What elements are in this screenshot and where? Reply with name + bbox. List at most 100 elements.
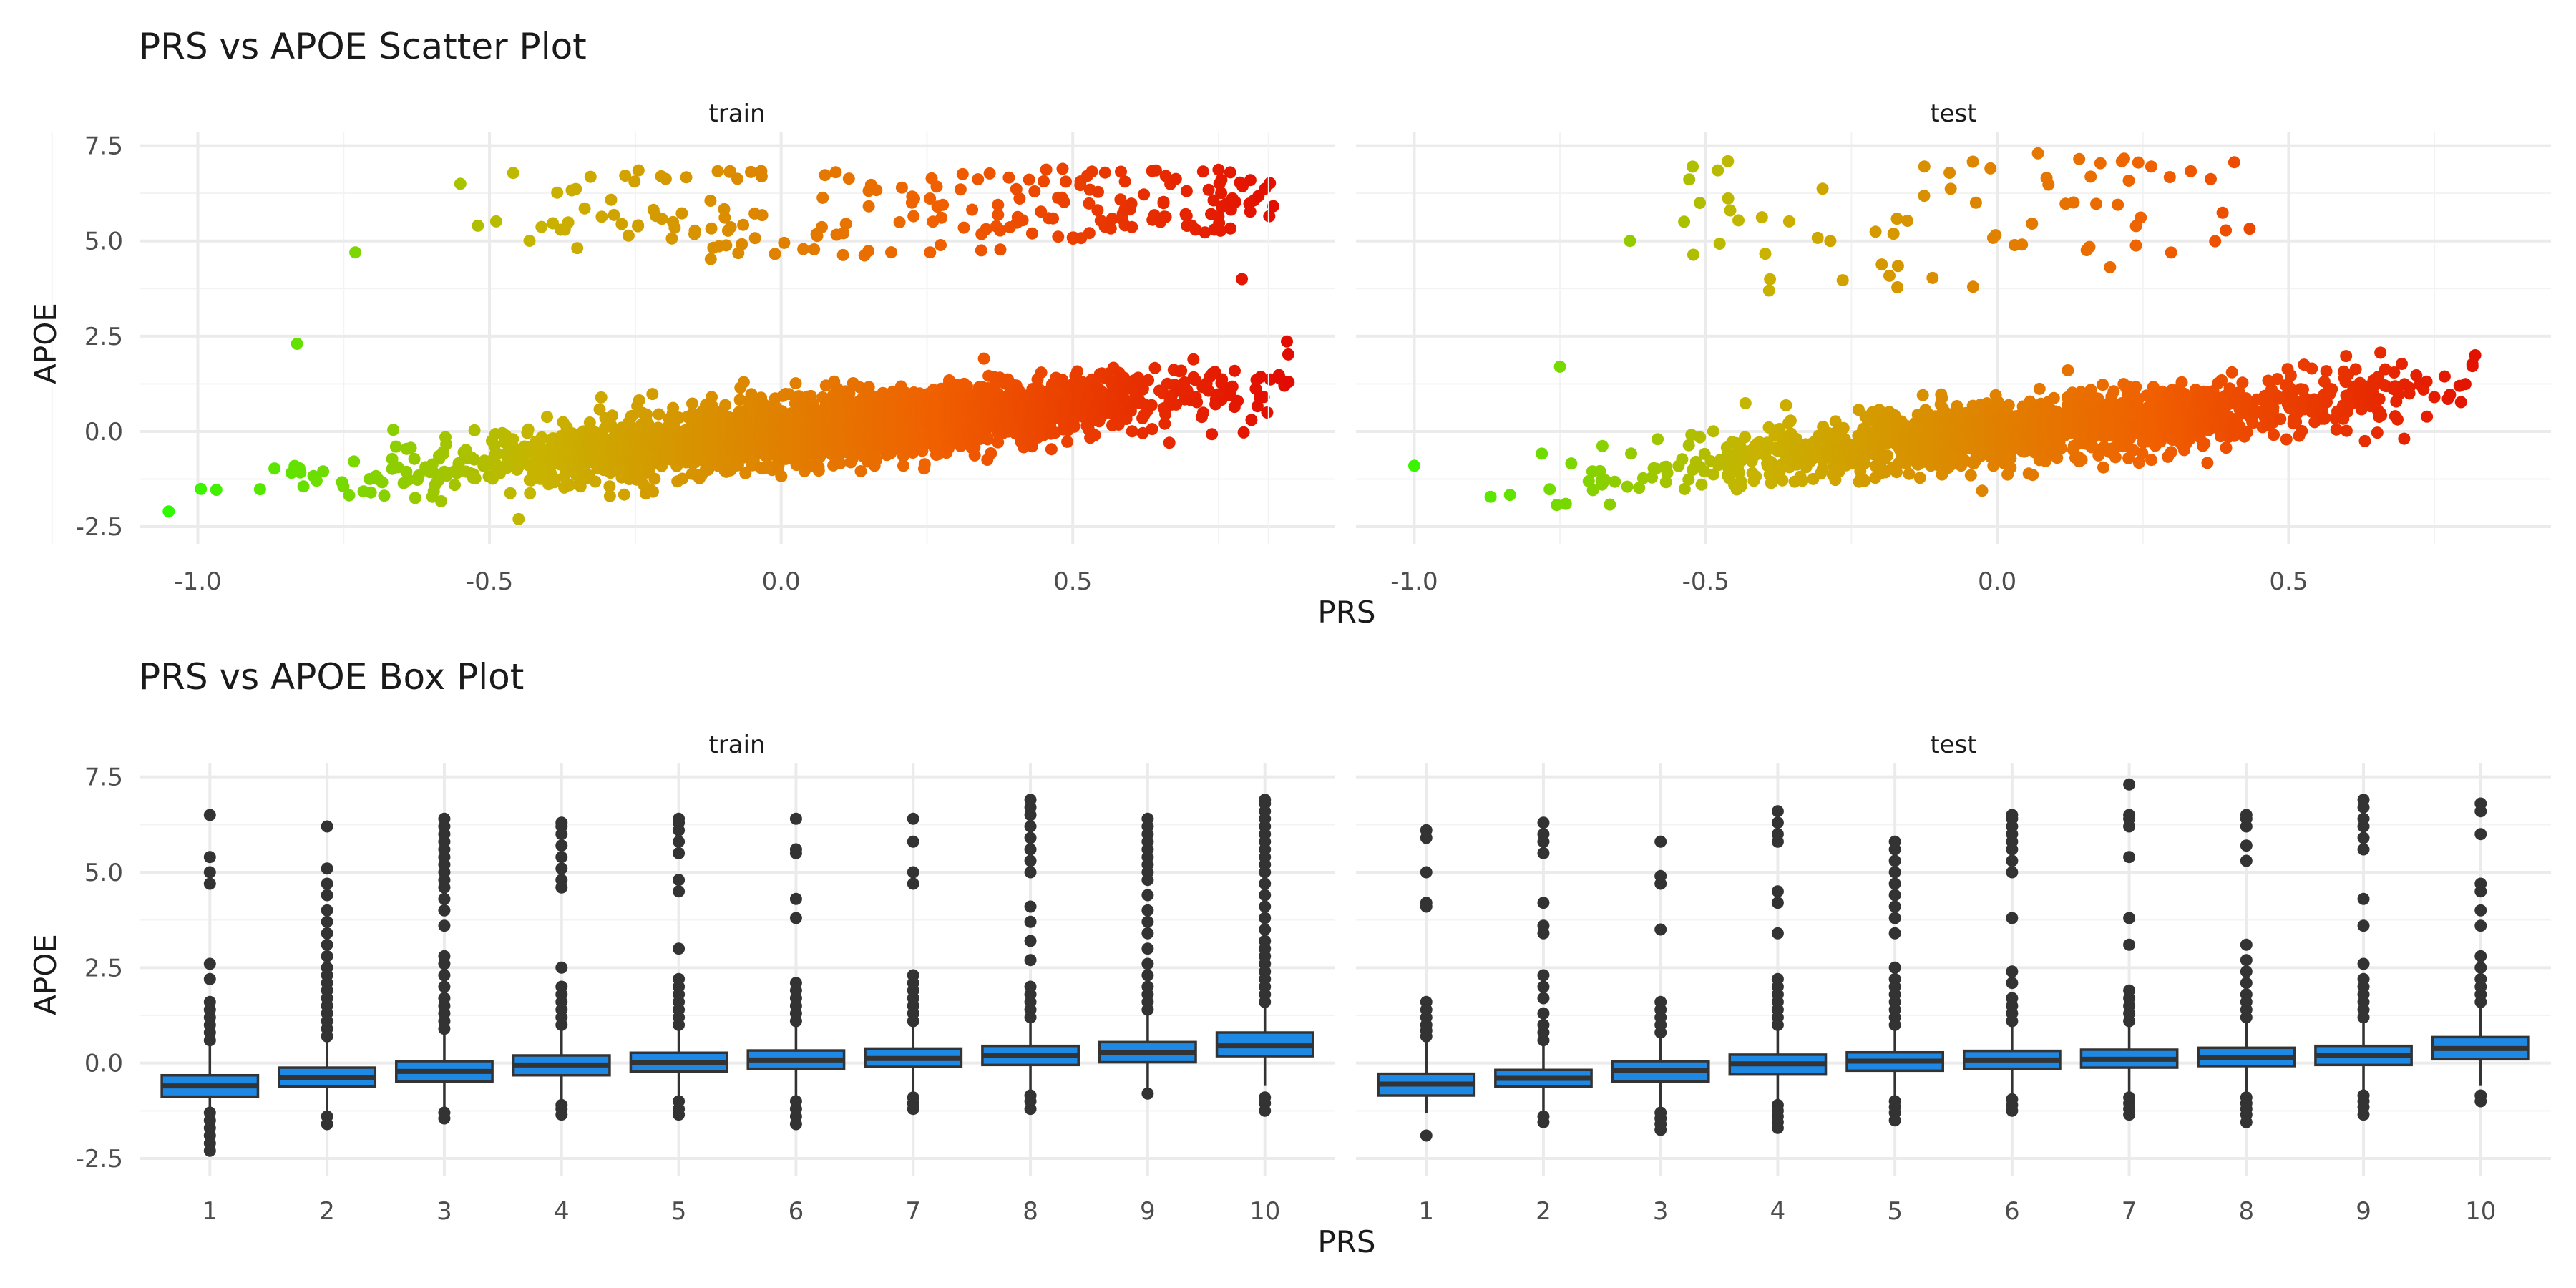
scatter-point xyxy=(535,431,548,444)
scatter-x-tick-label: -1.0 xyxy=(174,567,221,596)
scatter-point xyxy=(720,239,733,252)
scatter-point xyxy=(924,192,937,205)
box-outlier xyxy=(2123,809,2136,821)
box-outlier xyxy=(1537,847,1550,859)
box-x-tick-label: 2 xyxy=(1536,1197,1551,1226)
scatter-point xyxy=(2349,363,2362,376)
scatter-point xyxy=(2004,452,2017,464)
box-outlier xyxy=(1141,1087,1154,1100)
scatter-point xyxy=(816,220,828,233)
scatter-point xyxy=(1773,423,1786,435)
scatter-point xyxy=(2122,175,2135,187)
scatter-point xyxy=(1091,204,1104,217)
scatter-point xyxy=(724,221,737,233)
box-outlier xyxy=(555,1108,568,1121)
scatter-point xyxy=(994,243,1007,256)
scatter-point xyxy=(1762,284,1775,297)
box-outlier xyxy=(438,904,451,917)
scatter-point xyxy=(2320,365,2333,378)
box-1 xyxy=(1377,824,1476,1142)
scatter-point xyxy=(736,238,748,250)
scatter-point xyxy=(1682,439,1695,452)
scatter-point xyxy=(1212,163,1225,176)
box-3 xyxy=(395,812,494,1125)
scatter-x-tick-labels-train: -1.0 -0.5 0.0 0.5 xyxy=(174,567,1092,596)
scatter-point xyxy=(440,438,453,451)
scatter-point xyxy=(389,440,402,453)
box-x-tick-label: 7 xyxy=(905,1197,921,1226)
scatter-point xyxy=(930,180,943,193)
box-outlier xyxy=(2474,961,2487,974)
box-outlier xyxy=(1141,904,1154,917)
scatter-point xyxy=(1229,195,1241,208)
scatter-point xyxy=(688,224,701,237)
box-outlier xyxy=(438,980,451,993)
box-5 xyxy=(629,812,728,1121)
box-x-tick-label: 4 xyxy=(1770,1197,1786,1226)
box-outlier xyxy=(1024,843,1037,856)
box-9 xyxy=(2314,794,2413,1121)
scatter-point xyxy=(1180,210,1193,223)
scatter-point xyxy=(468,424,481,436)
box-4 xyxy=(1728,805,1828,1134)
scatter-point xyxy=(686,397,698,410)
scatter-point xyxy=(1722,192,1735,205)
scatter-point xyxy=(524,487,537,499)
scatter-point xyxy=(2454,396,2467,409)
box-x-tick-label: 6 xyxy=(789,1197,804,1226)
scatter-point xyxy=(1543,483,1556,496)
scatter-point xyxy=(1282,348,1294,361)
scatter-point xyxy=(1156,386,1169,399)
scatter-point xyxy=(1215,187,1228,200)
box-2 xyxy=(278,820,377,1131)
scatter-point xyxy=(1170,398,1183,411)
scatter-point xyxy=(619,170,632,182)
box-outlier xyxy=(789,843,802,856)
box-outlier xyxy=(555,839,568,852)
scatter-point xyxy=(1254,371,1267,384)
scatter-point xyxy=(2220,224,2233,237)
scatter-point xyxy=(837,227,850,240)
scatter-point xyxy=(705,222,718,235)
scatter-point xyxy=(719,399,732,411)
box-outlier xyxy=(1024,854,1037,867)
scatter-point xyxy=(402,474,415,486)
box-outlier xyxy=(1259,889,1272,902)
scatter-point xyxy=(704,195,717,207)
scatter-point xyxy=(2051,452,2064,464)
scatter-point xyxy=(907,210,920,223)
scatter-x-axis-title: PRS xyxy=(1317,595,1375,630)
scatter-point xyxy=(1989,229,2002,242)
scatter-point xyxy=(737,218,750,231)
scatter-point xyxy=(797,243,810,255)
scatter-point xyxy=(1207,194,1220,207)
scatter-point xyxy=(1126,220,1138,233)
scatter-point xyxy=(839,218,852,230)
scatter-point xyxy=(1098,166,1111,179)
box-outlier xyxy=(2474,950,2487,962)
scatter-point xyxy=(975,244,987,257)
scatter-point xyxy=(2090,197,2102,210)
box-outlier xyxy=(2357,812,2370,825)
scatter-point xyxy=(1816,182,1829,195)
scatter-point xyxy=(1484,490,1497,503)
scatter-point xyxy=(522,423,535,436)
scatter-point xyxy=(343,489,356,502)
box-outlier xyxy=(2240,938,2253,951)
scatter-point xyxy=(489,215,502,228)
box-outlier xyxy=(1024,954,1037,967)
scatter-point xyxy=(1966,155,1979,168)
scatter-point xyxy=(2271,373,2284,386)
scatter-points-test xyxy=(1408,147,2482,512)
box-x-tick-label: 8 xyxy=(1023,1197,1038,1226)
scatter-point xyxy=(2129,239,2142,252)
scatter-point xyxy=(2002,399,2015,411)
scatter-point xyxy=(1625,447,1637,460)
scatter-point xyxy=(1796,474,1809,487)
scatter-point xyxy=(1883,269,1896,282)
scatter-point xyxy=(1138,188,1151,201)
box-outlier xyxy=(1771,897,1784,909)
scatter-point xyxy=(655,213,668,225)
scatter-facet-label-train: train xyxy=(708,99,765,128)
box-outlier xyxy=(1420,995,1433,1008)
